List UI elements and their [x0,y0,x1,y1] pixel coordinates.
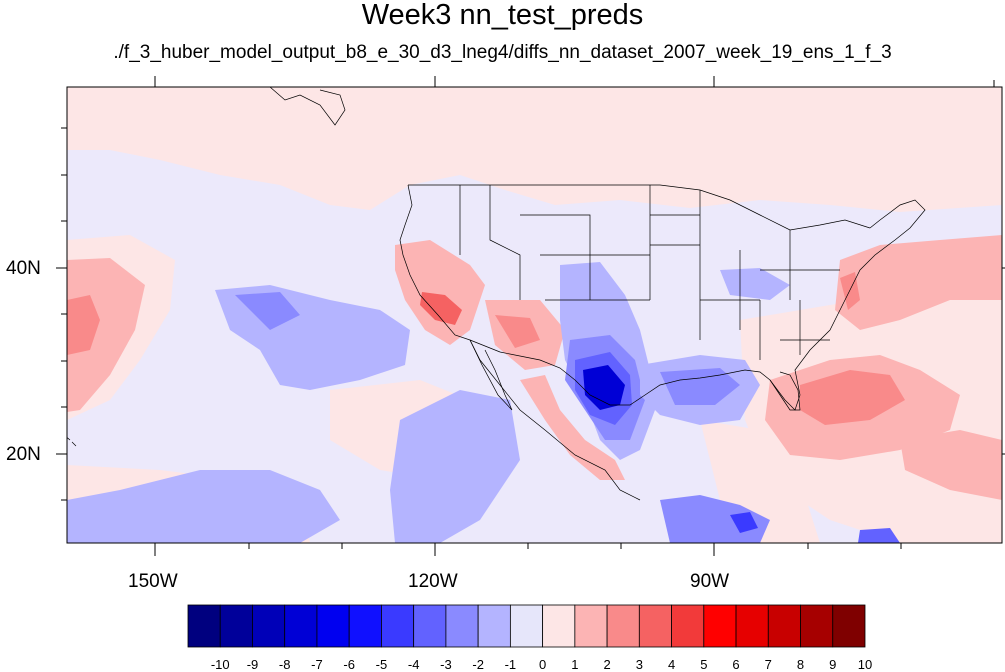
map-subtitle: ./f_3_huber_model_output_b8_e_30_d3_lneg… [113,42,892,63]
colorbar-swatch [219,604,253,648]
colorbar-swatch [735,604,769,648]
colorbar-swatch [381,604,415,648]
colorbar-label: -3 [440,657,452,672]
colorbar-label: 0 [539,657,546,672]
colorbar-swatch [187,604,221,648]
lon-label-120w: 120W [408,571,458,592]
colorbar-swatch [348,604,382,648]
florida [769,371,801,411]
state-lines-west [459,185,650,301]
colorbar-label: 10 [858,657,872,672]
blue-central-america-core [730,512,758,533]
red-east-coast [835,235,1002,330]
colorbar-swatch [606,604,640,648]
colorbar-label: -2 [472,657,484,672]
blue-caribbean-south [858,528,900,543]
colorbar-label: 7 [765,657,772,672]
colorbar-label: 6 [732,657,739,672]
hawaii-islands [67,437,77,447]
lat-label-40n: 40N [6,258,41,279]
colorbar-label: -1 [505,657,517,672]
map-title: Week3 nn_test_preds [361,0,644,31]
baja-peninsula [469,339,513,411]
red-mexico-coast [520,375,625,480]
colorbar-label: 9 [829,657,836,672]
colorbar-swatch [252,604,286,648]
colorbar-label: 3 [636,657,643,672]
blue-texas-gulf-core [583,365,625,410]
lat-label-20n: 20N [6,444,41,465]
colorbar-swatch [509,604,544,648]
colorbar-swatch [542,604,576,648]
colorbar-swatch [284,604,318,648]
colorbar-label: 4 [668,657,675,672]
boundaries-layer [67,87,926,501]
colorbar-swatch [477,604,511,648]
light-red-north-pacific [67,87,1002,212]
colorbar-label: -10 [211,657,230,672]
red-gulf-stream-core [800,370,905,425]
colorbar-swatch [574,604,608,648]
red-caribbean [900,430,1002,500]
alaska-coast [269,87,346,126]
colorbar-label: 1 [571,657,578,672]
colorbar-swatch [671,604,705,648]
colorbar-swatch [316,604,350,648]
colorbar-label: 8 [797,657,804,672]
blue-pacific-patch [235,292,300,330]
blue-midwest-faint [720,268,790,300]
colorbar-label: 5 [700,657,707,672]
plot-frame [66,86,1003,544]
red-west-pacific-core [67,295,100,355]
colorbar-label: 2 [603,657,610,672]
colorbar-label: -7 [311,657,323,672]
state-lines-central [649,185,761,360]
canada-border [408,184,871,231]
blue-central-pacific-band [67,470,340,543]
state-lines-east [760,230,840,355]
blue-gulf-of-mexico-core [660,368,740,405]
us-coastline [399,184,926,411]
colorbar-swatch [638,604,672,648]
tick-marks [56,76,1005,556]
colorbar-label: -5 [376,657,388,672]
lon-label-150w: 150W [128,571,178,592]
colorbar-label: -4 [408,657,420,672]
colorbar-swatch [703,604,737,648]
field-layer [67,87,1002,543]
colorbar-label: -6 [343,657,355,672]
colorbar-swatch [445,604,479,648]
light-red-east-pacific [700,420,820,543]
mexico-coastline [469,339,641,501]
colorbar-swatch [413,604,447,648]
colorbar-swatch [832,604,866,648]
red-california-core [420,292,462,325]
lon-label-90w: 90W [690,571,730,592]
red-east-coast-core [840,272,860,310]
blue-mexico-pacific [390,390,520,543]
red-california [395,240,485,345]
red-southwest-core [495,315,540,348]
colorbar: -10 -9 -8 -7 -6 -5 -4 -3 -2 -1 0 1 2 3 4 5 6 7 8 9 10 [187,604,872,672]
colorbar-swatch [800,604,834,648]
colorbar-label: -9 [247,657,259,672]
colorbar-label: -8 [279,657,291,672]
colorbar-swatch [767,604,801,648]
